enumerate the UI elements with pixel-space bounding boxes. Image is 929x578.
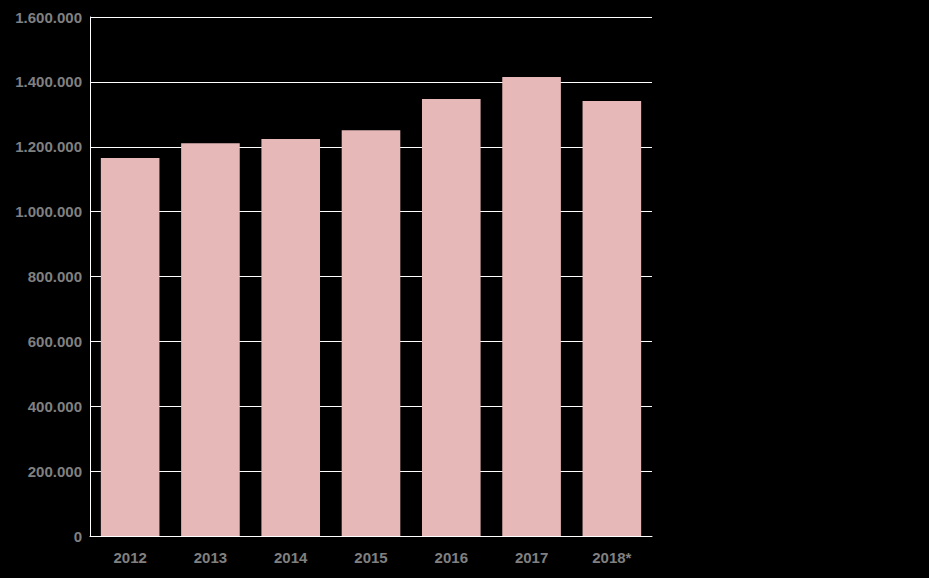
svg-text:200.000: 200.000 bbox=[28, 463, 82, 480]
svg-text:1.200.000: 1.200.000 bbox=[15, 138, 82, 155]
svg-text:2014: 2014 bbox=[274, 549, 308, 566]
svg-text:2012: 2012 bbox=[113, 549, 146, 566]
svg-text:2015: 2015 bbox=[354, 549, 387, 566]
svg-text:1.600.000: 1.600.000 bbox=[15, 9, 82, 26]
svg-text:600.000: 600.000 bbox=[28, 333, 82, 350]
svg-text:1.000.000: 1.000.000 bbox=[15, 203, 82, 220]
svg-text:0: 0 bbox=[74, 528, 82, 545]
svg-text:400.000: 400.000 bbox=[28, 398, 82, 415]
svg-text:2016: 2016 bbox=[435, 549, 468, 566]
svg-text:800.000: 800.000 bbox=[28, 268, 82, 285]
svg-text:2017: 2017 bbox=[515, 549, 548, 566]
svg-text:1.400.000: 1.400.000 bbox=[15, 73, 82, 90]
svg-text:2018*: 2018* bbox=[592, 549, 631, 566]
svg-text:2013: 2013 bbox=[194, 549, 227, 566]
